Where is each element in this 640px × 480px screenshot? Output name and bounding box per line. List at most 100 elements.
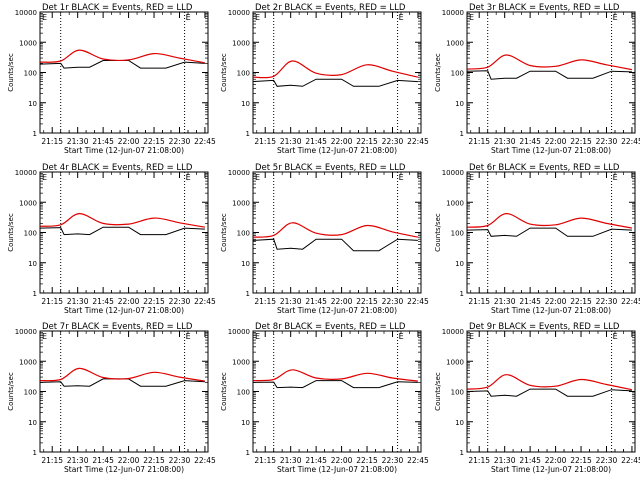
subplot-6: Det 6r BLACK = Events, RED = LLD 1 10 100 10…: [434, 163, 640, 315]
x-tick-label: 21:45: [519, 137, 541, 146]
series-events-line: [40, 378, 205, 387]
y-axis-label: Counts/sec: [434, 213, 442, 252]
x-tick-label: 22:30: [596, 456, 618, 465]
y-axis-label: Counts/sec: [7, 53, 15, 92]
subplot-4: Det 4r BLACK = Events, RED = LLD 1 10 100 10…: [7, 163, 216, 315]
event-marker-left: E: [469, 13, 474, 22]
x-tick-label: 21:30: [280, 137, 302, 146]
y-axis-label: Counts/sec: [220, 213, 228, 252]
x-tick-label: 22:00: [545, 297, 567, 306]
subplot-title: Det 8r BLACK = Events, RED = LLD: [255, 322, 406, 332]
y-tick-label: 1: [246, 130, 250, 138]
plot-frame: [466, 171, 636, 294]
subplot-title: Det 3r BLACK = Events, RED = LLD: [469, 3, 620, 13]
series-lld-line: [467, 212, 633, 229]
y-axis-label: Counts/sec: [220, 53, 228, 92]
subplot-5: Det 5r BLACK = Events, RED = LLD 1 10 100 10…: [220, 163, 429, 315]
event-marker-right: E: [613, 332, 618, 341]
x-tick-label: 22:30: [382, 137, 404, 146]
x-tick-label: 22:15: [570, 137, 592, 146]
x-tick-label: 22:00: [118, 137, 140, 146]
y-tick-label: 100: [24, 70, 37, 78]
y-tick-label: 1000: [232, 358, 250, 366]
y-tick-label: 1: [460, 449, 464, 457]
x-tick-label: 22:00: [331, 456, 353, 465]
subplot-2: Det 2r BLACK = Events, RED = LLD 1 10 100 10…: [220, 3, 429, 155]
y-tick-label: 100: [24, 230, 37, 238]
x-tick-label: 21:15: [41, 137, 63, 146]
y-axis-label: Counts/sec: [220, 372, 228, 411]
plot-frame: [466, 11, 636, 134]
y-tick-label: 10000: [442, 169, 464, 177]
x-axis-label: Start Time (12-Jun-07 21:08:00): [491, 146, 611, 155]
series-events-line: [467, 388, 632, 397]
series-lld-line: [253, 222, 419, 238]
x-tick-label: 21:30: [494, 456, 516, 465]
y-tick-label: 1000: [19, 39, 37, 47]
y-tick-label: 10000: [228, 169, 250, 177]
subplot-3: Det 3r BLACK = Events, RED = LLD 1 10 100 10…: [434, 3, 640, 155]
subplot-title: Det 4r BLACK = Events, RED = LLD: [42, 163, 193, 173]
x-tick-label: 21:15: [254, 137, 276, 146]
x-axis-label: Start Time (12-Jun-07 21:08:00): [491, 465, 611, 474]
y-tick-label: 10: [241, 419, 250, 427]
y-tick-label: 1: [460, 130, 464, 138]
x-tick-label: 21:15: [41, 297, 63, 306]
y-tick-label: 10: [455, 260, 464, 268]
y-tick-label: 1: [33, 449, 37, 457]
series-lld-line: [40, 212, 206, 228]
y-axis-label: Counts/sec: [7, 372, 15, 411]
plot-frame: [39, 11, 209, 134]
x-tick-label: 21:30: [280, 456, 302, 465]
x-tick-label: 22:15: [356, 137, 378, 146]
y-tick-label: 1000: [446, 199, 464, 207]
event-marker-left: E: [255, 332, 260, 341]
series-events-line: [467, 70, 632, 80]
y-tick-label: 1000: [232, 39, 250, 47]
x-axis-label: Start Time (12-Jun-07 21:08:00): [491, 306, 611, 315]
y-tick-label: 10: [455, 100, 464, 108]
y-axis-label: Counts/sec: [434, 53, 442, 92]
series-lld-line: [467, 54, 633, 71]
x-tick-label: 22:30: [596, 297, 618, 306]
event-marker-left: E: [42, 332, 47, 341]
event-marker-right: E: [399, 13, 404, 22]
x-tick-label: 22:45: [621, 297, 640, 306]
subplot-title: Det 6r BLACK = Events, RED = LLD: [469, 163, 620, 173]
y-tick-label: 10: [28, 100, 37, 108]
x-tick-label: 22:15: [356, 456, 378, 465]
x-tick-label: 22:30: [382, 297, 404, 306]
event-marker-left: E: [42, 13, 47, 22]
y-tick-label: 1: [246, 449, 250, 457]
plot-frame: [39, 330, 209, 453]
y-tick-label: 1: [33, 290, 37, 298]
event-marker-right: E: [399, 332, 404, 341]
x-tick-label: 22:15: [356, 297, 378, 306]
x-tick-label: 22:45: [407, 456, 429, 465]
x-tick-label: 21:15: [254, 456, 276, 465]
x-tick-label: 22:30: [169, 456, 191, 465]
x-tick-label: 21:45: [305, 456, 327, 465]
x-tick-label: 21:45: [92, 297, 114, 306]
x-tick-label: 22:45: [407, 137, 429, 146]
x-tick-label: 21:15: [41, 456, 63, 465]
y-tick-label: 100: [237, 70, 250, 78]
subplot-1: Det 1r BLACK = Events, RED = LLD 1 10 100 10…: [7, 3, 216, 155]
subplot-7: Det 7r BLACK = Events, RED = LLD 1 10 100 10…: [7, 322, 216, 474]
x-tick-label: 21:45: [92, 456, 114, 465]
y-axis-label: Counts/sec: [7, 213, 15, 252]
series-lld-line: [467, 374, 633, 391]
y-tick-label: 1: [33, 130, 37, 138]
y-tick-label: 100: [451, 70, 464, 78]
x-tick-label: 22:45: [621, 137, 640, 146]
x-tick-label: 21:45: [305, 137, 327, 146]
y-tick-label: 100: [451, 389, 464, 397]
series-lld-line: [253, 60, 419, 79]
x-axis-label: Start Time (12-Jun-07 21:08:00): [277, 146, 397, 155]
y-tick-label: 100: [24, 389, 37, 397]
event-marker-left: E: [469, 332, 474, 341]
event-marker-right: E: [613, 13, 618, 22]
series-events-line: [40, 226, 205, 236]
x-tick-label: 22:15: [143, 297, 165, 306]
